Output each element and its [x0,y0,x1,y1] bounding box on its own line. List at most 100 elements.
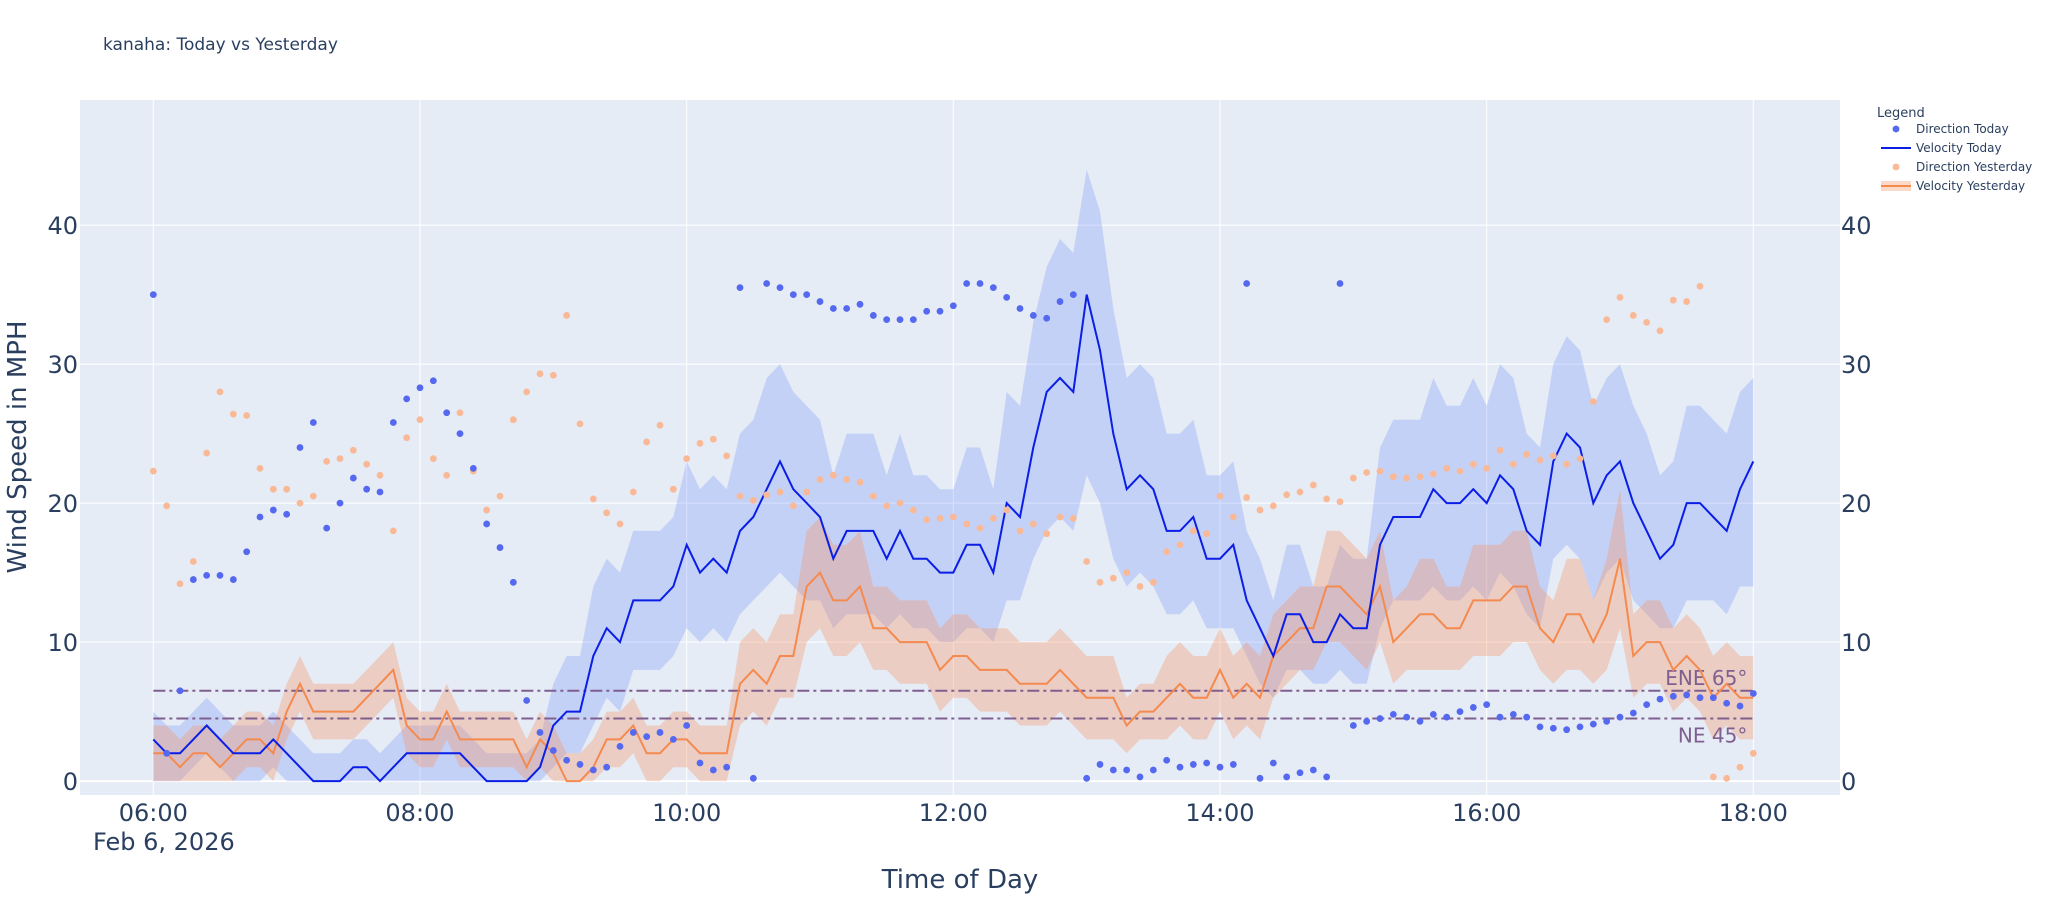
direction-yesterday-point [1189,527,1197,535]
direction-today-point [763,280,771,287]
direction-yesterday-point [1309,481,1317,489]
direction-today-point [1323,773,1331,781]
direction-yesterday-point [616,520,624,528]
y-tick-label-right: 40 [1841,212,1872,240]
direction-today-point [1563,726,1571,734]
chart-title: kanaha: Today vs Yesterday [103,35,338,55]
direction-today-point [456,430,464,437]
reference-line-label: NE 45° [1678,724,1747,748]
y-tick-label-right: 0 [1841,768,1856,796]
direction-yesterday-point [363,460,371,468]
direction-today-point [1749,690,1757,697]
direction-yesterday-point [1483,464,1491,472]
legend-marker-icon [1892,163,1900,171]
direction-yesterday-point [763,491,771,499]
direction-yesterday-point [189,558,197,565]
direction-today-point [683,722,691,729]
legend-item[interactable]: Direction Today [1892,122,2009,136]
direction-today-point [1576,723,1584,731]
direction-today-point [469,464,477,472]
direction-today-point [1723,699,1731,707]
direction-yesterday-point [589,495,597,503]
direction-yesterday-point [936,514,944,522]
direction-yesterday-point [523,388,531,396]
direction-yesterday-point [203,449,211,457]
axes: 06:00 08:00 10:00 12:00 14:00 16:00 18:00 0 0 10 1… [47,212,1871,827]
direction-today-point [1443,713,1451,721]
direction-today-point [1403,713,1411,721]
direction-yesterday-point [736,492,744,500]
direction-yesterday-point [1616,293,1624,301]
direction-today-point [1163,756,1171,764]
direction-today-point [1589,720,1597,728]
direction-today-point [389,419,397,426]
legend-label: Direction Yesterday [1916,160,2032,174]
direction-yesterday-point [909,506,917,514]
direction-today-point [323,524,331,532]
velocity-yesterday-line [153,558,1754,783]
direction-today-point [1123,766,1131,774]
direction-yesterday-point [256,464,264,472]
direction-yesterday-point [1403,474,1411,482]
direction-yesterday-point [1749,749,1757,757]
direction-today-point [1629,709,1637,717]
direction-yesterday-point [1176,541,1184,549]
direction-today-point [1069,291,1077,298]
direction-yesterday-point [496,492,504,500]
direction-today-point [296,444,304,451]
y-tick-label-left: 40 [47,212,78,240]
direction-today-point [1256,774,1264,782]
direction-yesterday-point [429,455,437,463]
direction-today-point [1469,704,1477,711]
direction-today-point [523,697,531,704]
direction-yesterday-point [869,492,877,500]
direction-today-point [1456,708,1464,715]
direction-today-point [1509,710,1517,718]
direction-today-point [1549,724,1557,732]
direction-today-point [1243,280,1251,287]
direction-yesterday-point [576,420,584,428]
direction-yesterday-point [1709,773,1717,781]
direction-today-point [989,284,997,292]
direction-yesterday-point [549,371,557,379]
direction-yesterday-point [1043,530,1051,538]
direction-today-point [283,510,291,518]
legend-label: Direction Today [1916,122,2009,136]
direction-yesterday-point [1216,492,1224,500]
legend-item[interactable]: Velocity Yesterday [1881,179,2025,193]
direction-today-point [1109,766,1117,774]
direction-today-point [1296,769,1304,777]
direction-yesterday-point [269,485,277,493]
legend-title: Legend [1877,106,1925,121]
direction-yesterday-point [1629,312,1637,319]
direction-yesterday-point [963,520,971,528]
direction-yesterday-point [1589,398,1597,406]
x-tick-label: 08:00 [385,799,454,827]
y-tick-label-left: 0 [63,768,78,796]
direction-yesterday-point [1456,467,1464,475]
direction-yesterday-point [1069,514,1077,522]
x-tick-label: 16:00 [1452,799,1521,827]
legend-item[interactable]: Velocity Today [1881,141,2002,155]
direction-yesterday-point [443,471,451,479]
direction-yesterday-point [1376,467,1384,475]
direction-today-point [536,729,544,736]
legend-item[interactable]: Direction Yesterday [1892,160,2033,174]
direction-today-point [1003,293,1011,301]
direction-yesterday-point [176,580,184,588]
direction-today-point [1016,305,1024,312]
legend[interactable]: Legend Direction Today Velocity Today Dire… [1877,106,2032,193]
direction-today-point [883,316,891,324]
plot-area [80,100,1840,795]
direction-today-point [1416,717,1424,725]
direction-today-point [669,736,677,743]
velocity-lines [152,294,1755,783]
direction-today-point [709,766,717,774]
direction-yesterday-point [389,527,397,535]
y-tick-label-right: 20 [1841,490,1872,518]
direction-today-point [776,284,784,292]
direction-yesterday-point [656,421,664,429]
direction-today-point [1656,695,1664,703]
direction-today-point [643,733,651,741]
direction-yesterday-point [976,524,984,532]
